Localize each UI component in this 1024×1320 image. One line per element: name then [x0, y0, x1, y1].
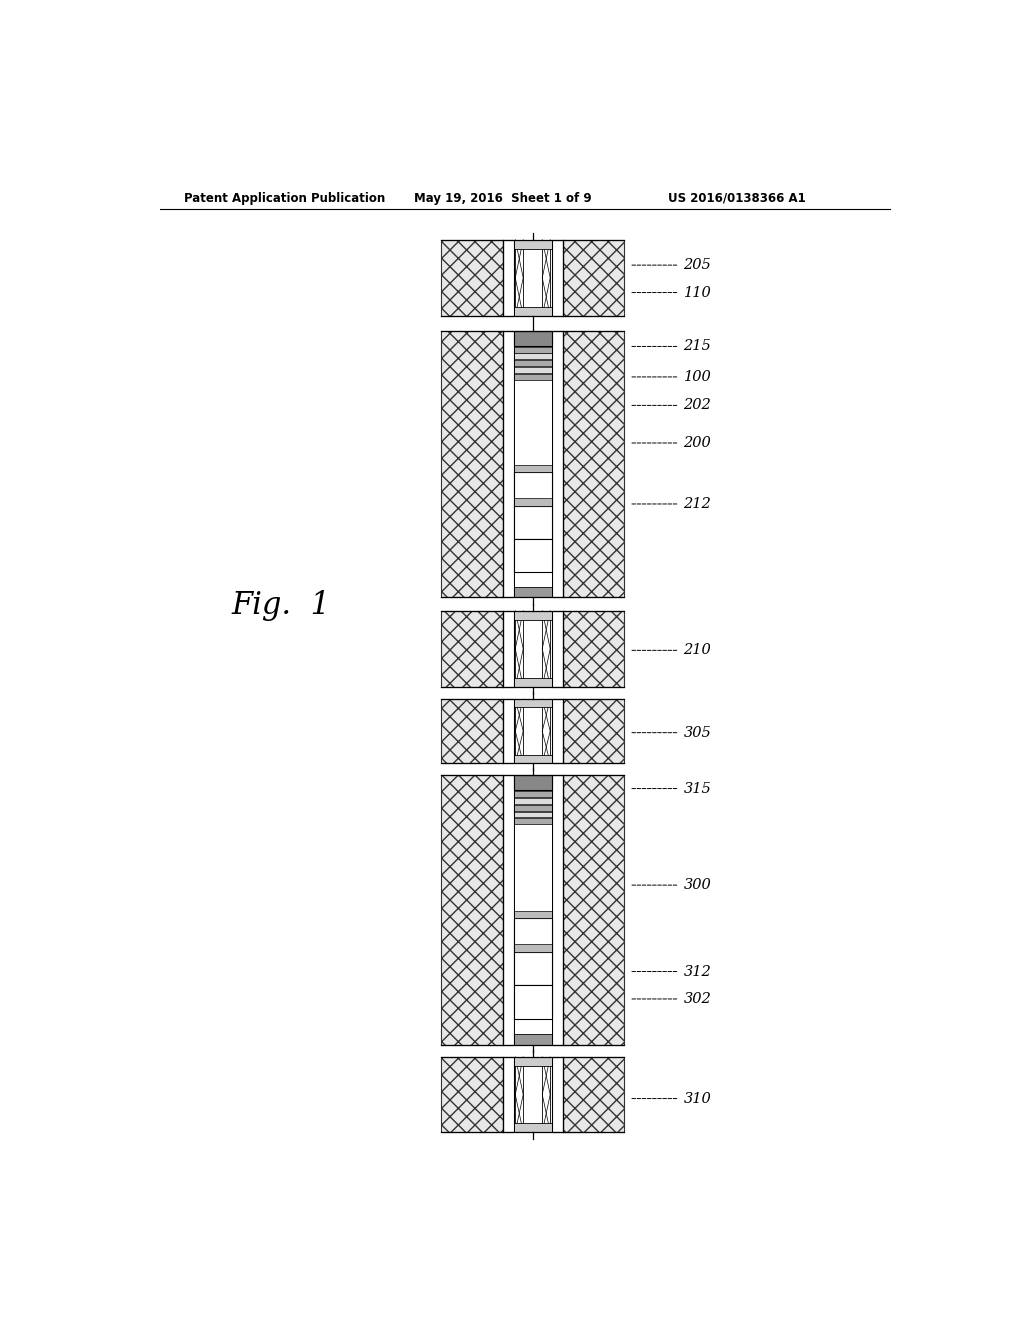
Bar	[563, 1057, 624, 1133]
Bar	[514, 374, 552, 380]
Text: Fig.  1: Fig. 1	[231, 590, 330, 622]
Bar	[543, 700, 550, 763]
Bar	[514, 1057, 552, 1067]
Text: Patent Application Publication: Patent Application Publication	[183, 191, 385, 205]
Bar	[524, 700, 541, 763]
Bar	[503, 1057, 514, 1133]
Bar	[514, 911, 552, 917]
Bar	[514, 917, 552, 952]
Text: 305: 305	[684, 726, 712, 739]
Bar	[441, 611, 503, 686]
Bar	[543, 240, 550, 315]
Bar	[514, 755, 552, 763]
Text: 205: 205	[684, 259, 712, 272]
Bar	[441, 240, 503, 315]
Bar	[514, 700, 552, 706]
Bar	[514, 367, 552, 372]
Bar	[552, 240, 563, 315]
Bar	[514, 791, 552, 797]
Bar	[543, 1057, 550, 1133]
Bar	[515, 1057, 523, 1133]
Bar	[514, 473, 552, 506]
Bar	[524, 1057, 541, 1133]
Bar	[563, 775, 624, 1044]
Bar	[514, 944, 552, 952]
Text: 215: 215	[684, 339, 712, 354]
Text: 200: 200	[684, 436, 712, 450]
Text: 110: 110	[684, 285, 712, 300]
Bar	[441, 700, 503, 763]
Bar	[514, 797, 552, 804]
Bar	[514, 775, 552, 791]
Bar	[552, 775, 563, 1044]
Bar	[514, 465, 552, 473]
Bar	[514, 498, 552, 506]
Bar	[563, 240, 624, 315]
Bar	[514, 775, 552, 1044]
Text: 315: 315	[684, 781, 712, 796]
Bar	[441, 1057, 503, 1133]
Bar	[514, 240, 552, 249]
Bar	[514, 611, 552, 620]
Text: 300: 300	[684, 878, 712, 892]
Bar	[552, 331, 563, 598]
Bar	[514, 331, 552, 598]
Text: US 2016/0138366 A1: US 2016/0138366 A1	[668, 191, 806, 205]
Text: 212: 212	[684, 496, 712, 511]
Bar	[563, 331, 624, 598]
Bar	[514, 587, 552, 598]
Bar	[514, 805, 552, 810]
Bar	[514, 360, 552, 366]
Bar	[441, 775, 503, 1044]
Bar	[515, 700, 523, 763]
Bar	[514, 1123, 552, 1133]
Text: 310: 310	[684, 1092, 712, 1106]
Bar	[514, 1034, 552, 1044]
Bar	[514, 331, 552, 346]
Bar	[503, 331, 514, 598]
Bar	[514, 539, 552, 572]
Bar	[503, 700, 514, 763]
Text: 312: 312	[684, 965, 712, 978]
Bar	[563, 700, 624, 763]
Bar	[524, 240, 541, 315]
Bar	[441, 331, 503, 598]
Bar	[514, 506, 552, 539]
Bar	[514, 347, 552, 352]
Bar	[515, 611, 523, 686]
Bar	[514, 818, 552, 824]
Bar	[563, 611, 624, 686]
Bar	[552, 700, 563, 763]
Text: May 19, 2016  Sheet 1 of 9: May 19, 2016 Sheet 1 of 9	[414, 191, 591, 205]
Bar	[514, 986, 552, 1019]
Bar	[515, 240, 523, 315]
Bar	[524, 611, 541, 686]
Bar	[514, 952, 552, 986]
Bar	[503, 775, 514, 1044]
Text: 202: 202	[684, 399, 712, 412]
Bar	[514, 677, 552, 686]
Bar	[514, 812, 552, 817]
Bar	[503, 611, 514, 686]
Bar	[552, 1057, 563, 1133]
Text: 210: 210	[684, 643, 712, 657]
Text: 302: 302	[684, 991, 712, 1006]
Bar	[543, 611, 550, 686]
Bar	[552, 611, 563, 686]
Bar	[503, 240, 514, 315]
Bar	[514, 354, 552, 359]
Bar	[514, 306, 552, 315]
Text: 100: 100	[684, 370, 712, 384]
